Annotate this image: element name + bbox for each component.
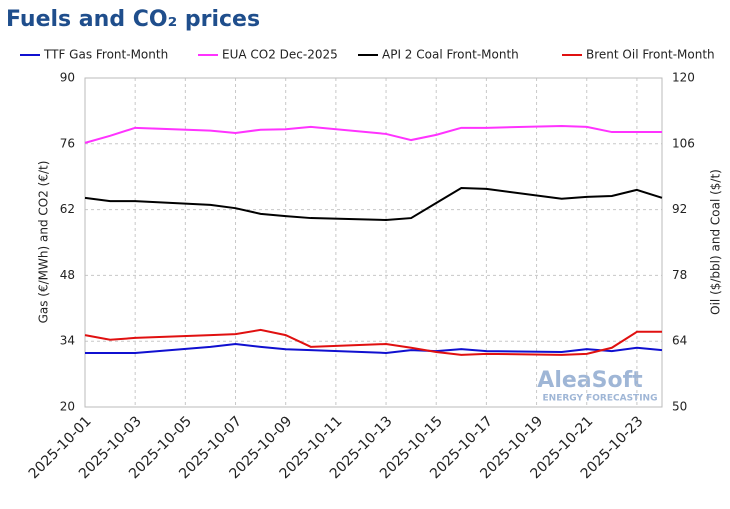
y2-tick-label: 64 [672,334,687,348]
legend-label: API 2 Coal Front-Month [382,48,519,62]
series-line [85,343,663,354]
y-tick-label: 62 [60,202,75,216]
y2-tick-label: 120 [672,71,695,85]
y2-axis-label: Oil ($/bbl) and Coal ($/t) [709,169,723,315]
y2-tick-label: 78 [672,268,687,282]
y2-tick-label: 50 [672,400,687,414]
y-axis-label: Gas (€/MWh) and CO2 (€/t) [37,161,51,324]
watermark-brand: AleaSoft [537,368,643,393]
series-line [84,124,662,144]
legend-label: TTF Gas Front-Month [43,48,168,62]
y-tick-label: 76 [60,136,75,150]
series-line [84,328,662,356]
legend-label: EUA CO2 Dec-2025 [222,48,338,62]
watermark-tagline: ENERGY FORECASTING [543,394,658,404]
series-line [84,186,663,221]
legend-label: Brent Oil Front-Month [586,48,715,62]
y-tick-label: 48 [60,268,75,282]
plot-frame [84,77,663,408]
y-tick-label: 20 [60,400,75,414]
y2-tick-label: 92 [672,202,687,216]
y2-tick-label: 106 [672,136,695,150]
chart-title: Fuels and CO₂ prices [6,7,260,32]
y-tick-label: 34 [60,334,75,348]
y-tick-label: 90 [60,71,75,85]
